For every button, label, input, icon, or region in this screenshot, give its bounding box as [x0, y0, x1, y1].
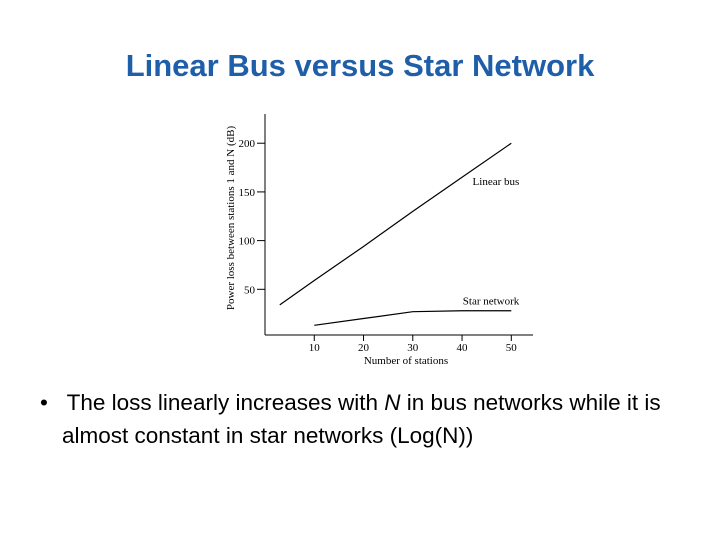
y-tick-label: 200 [239, 138, 256, 150]
x-tick-label: 30 [407, 342, 419, 354]
x-tick-label: 10 [309, 342, 321, 354]
bullet: • The loss linearly increases with N in … [40, 390, 661, 448]
y-axis-label: Power loss between stations 1 and N (dB) [225, 126, 237, 311]
y-tick-label: 150 [239, 187, 256, 199]
chart: Power loss between stations 1 and N (dB)… [225, 114, 533, 367]
bullet-text: in bus networks while it is almost const… [62, 390, 661, 448]
slide-title: Linear Bus versus Star Network [125, 48, 595, 83]
y-tick-label: 50 [244, 284, 256, 296]
series-line [279, 142, 512, 306]
x-tick-label: 20 [358, 342, 370, 354]
series-label: Star network [463, 296, 520, 308]
x-tick-label: 40 [457, 342, 469, 354]
series-line [314, 310, 512, 326]
x-tick-label: 50 [506, 342, 518, 354]
x-axis-label: Number of stations [364, 355, 448, 367]
series-label: Linear bus [473, 176, 520, 188]
bullet-text: N [384, 390, 401, 415]
y-tick-label: 100 [239, 236, 256, 248]
bullet-text: The loss linearly increases with [66, 390, 385, 415]
